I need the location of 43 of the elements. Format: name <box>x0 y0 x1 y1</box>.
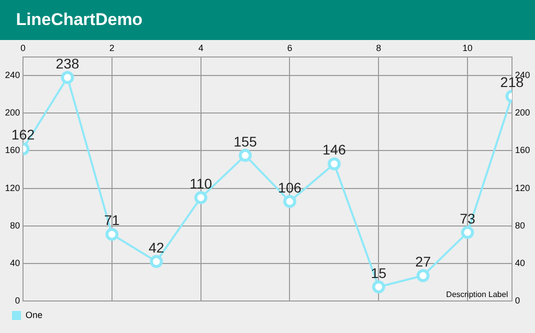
point <box>238 148 252 162</box>
y2-tick-label: 80 <box>514 220 525 230</box>
data-label: 71 <box>104 212 120 228</box>
y2-tick-label: 200 <box>514 108 530 118</box>
x-tick-label: 2 <box>109 42 114 53</box>
x-tick-label: 10 <box>462 42 473 53</box>
point <box>150 255 163 268</box>
y2-tick-label: 120 <box>514 182 530 193</box>
chart-title: LineChartDemo <box>16 10 143 30</box>
data-label: 15 <box>370 264 387 281</box>
point <box>194 191 208 204</box>
y-tick-label: 120 <box>4 182 20 193</box>
y2-tick-label: 160 <box>514 145 530 156</box>
x-tick-label: 8 <box>376 42 382 53</box>
data-label: 146 <box>322 142 346 158</box>
point <box>105 228 118 241</box>
y2-tick-label: 0 <box>514 295 520 306</box>
annotation: Description Label <box>446 290 508 300</box>
data-label: 238 <box>56 55 80 72</box>
y-tick-label: 240 <box>4 70 20 80</box>
y-tick-label: 0 <box>15 295 20 306</box>
y2-tick-label: 40 <box>514 258 525 268</box>
y-tick-label: 200 <box>4 108 20 118</box>
y-tick-label: 160 <box>4 145 20 156</box>
data-label: 110 <box>190 176 212 192</box>
data-label: 162 <box>11 126 35 143</box>
x-tick-label: 6 <box>287 42 292 53</box>
data-label: 155 <box>234 133 258 150</box>
point <box>328 157 341 170</box>
x-tick-label: 4 <box>198 42 204 53</box>
point <box>461 226 474 239</box>
data-label: 73 <box>460 210 476 226</box>
legend-label: One <box>26 310 43 320</box>
app-bar: LineChartDemo <box>0 0 535 40</box>
data-label: 42 <box>148 239 164 256</box>
y-tick-label: 80 <box>10 220 20 230</box>
data-label: 106 <box>278 179 302 196</box>
point <box>416 269 430 282</box>
y-tick-label: 40 <box>10 258 20 268</box>
point <box>60 70 74 84</box>
point <box>283 194 296 208</box>
data-label: 27 <box>415 254 432 270</box>
point <box>372 280 386 294</box>
